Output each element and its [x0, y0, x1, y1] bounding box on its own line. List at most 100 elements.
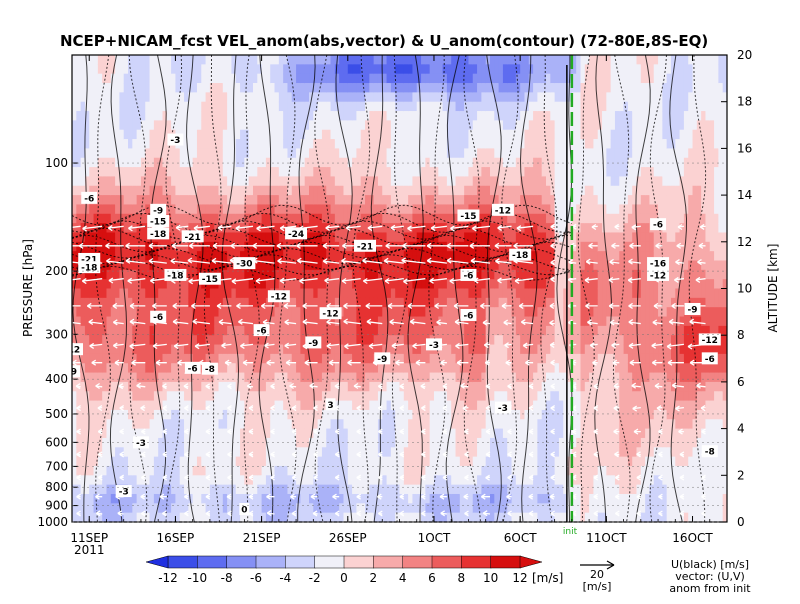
field-cell [218, 279, 224, 290]
field-cell [102, 512, 108, 522]
field-cell [201, 391, 207, 402]
field-cell [80, 83, 86, 93]
field-cell [455, 269, 461, 280]
field-cell [72, 447, 77, 458]
field-cell [80, 92, 86, 103]
field-cell [188, 484, 194, 495]
field-cell [477, 64, 482, 75]
field-cell [421, 344, 426, 355]
field-cell [227, 251, 233, 262]
field-cell [205, 391, 211, 402]
field-cell [386, 456, 392, 467]
field-cell [309, 409, 314, 420]
field-cell [283, 139, 289, 149]
field-cell [360, 297, 366, 308]
field-cell [244, 493, 250, 504]
field-cell [257, 195, 263, 206]
field-cell [369, 400, 375, 411]
field-cell [390, 419, 396, 430]
field-cell [80, 120, 86, 131]
field-cell [326, 512, 332, 522]
field-cell [153, 381, 159, 392]
field-cell [326, 55, 332, 65]
field-cell [442, 92, 448, 103]
field-cell [89, 465, 95, 476]
field-cell [171, 83, 177, 93]
field-cell [399, 484, 405, 495]
field-cell [214, 493, 220, 504]
field-cell [326, 381, 332, 392]
field-cell [446, 419, 452, 430]
field-cell [494, 73, 500, 84]
field-cell [214, 73, 220, 84]
field-cell [283, 241, 289, 252]
field-cell [300, 475, 306, 486]
field-cell [274, 391, 280, 402]
field-cell [386, 344, 392, 355]
field-cell [390, 344, 396, 355]
field-cell [252, 73, 258, 84]
field-cell [248, 111, 254, 121]
field-cell [438, 465, 444, 476]
field-cell [102, 64, 108, 75]
field-cell [412, 148, 418, 159]
field-cell [184, 251, 189, 262]
field-cell [265, 185, 271, 196]
field-cell [261, 260, 267, 271]
field-cell [347, 101, 353, 112]
field-cell [257, 83, 263, 93]
field-cell [477, 363, 482, 374]
field-cell [472, 185, 478, 196]
field-cell [403, 260, 409, 271]
field-cell [433, 316, 439, 327]
field-cell [76, 176, 82, 187]
field-cell [365, 465, 370, 476]
field-cell [158, 363, 164, 374]
field-cell [352, 493, 358, 504]
field-cell [227, 279, 233, 290]
field-cell [162, 148, 168, 159]
field-cell [192, 148, 198, 159]
field-cell [356, 195, 362, 206]
field-cell [132, 503, 138, 514]
field-cell [214, 419, 220, 430]
field-cell [313, 391, 319, 402]
field-cell [352, 409, 358, 420]
field-cell [369, 120, 375, 131]
field-cell [403, 475, 409, 486]
field-cell [390, 363, 396, 374]
field-cell [231, 503, 237, 514]
field-cell [209, 325, 215, 336]
field-cell [451, 307, 457, 318]
field-cell [278, 353, 284, 364]
field-cell [429, 381, 435, 392]
field-cell [304, 64, 310, 75]
field-cell [192, 157, 198, 168]
field-cell [158, 195, 164, 206]
field-cell [433, 465, 439, 476]
field-cell [218, 372, 224, 383]
field-cell [373, 437, 379, 448]
field-cell [334, 129, 340, 140]
field-cell [80, 400, 86, 411]
field-cell [451, 92, 457, 103]
field-cell [128, 409, 133, 420]
field-cell [356, 456, 362, 467]
field-cell [369, 437, 375, 448]
field-cell [97, 111, 103, 121]
field-cell [106, 363, 112, 374]
field-cell [171, 363, 177, 374]
field-cell [455, 148, 461, 159]
field-cell [455, 316, 461, 327]
field-cell [162, 493, 168, 504]
field-cell [171, 148, 177, 159]
field-cell [481, 307, 487, 318]
field-cell [446, 353, 452, 364]
field-cell [171, 503, 177, 514]
field-cell [300, 111, 306, 121]
field-cell [192, 251, 198, 262]
field-cell [235, 316, 241, 327]
field-cell [270, 419, 276, 430]
field-cell [446, 288, 452, 299]
field-cell [252, 372, 258, 383]
